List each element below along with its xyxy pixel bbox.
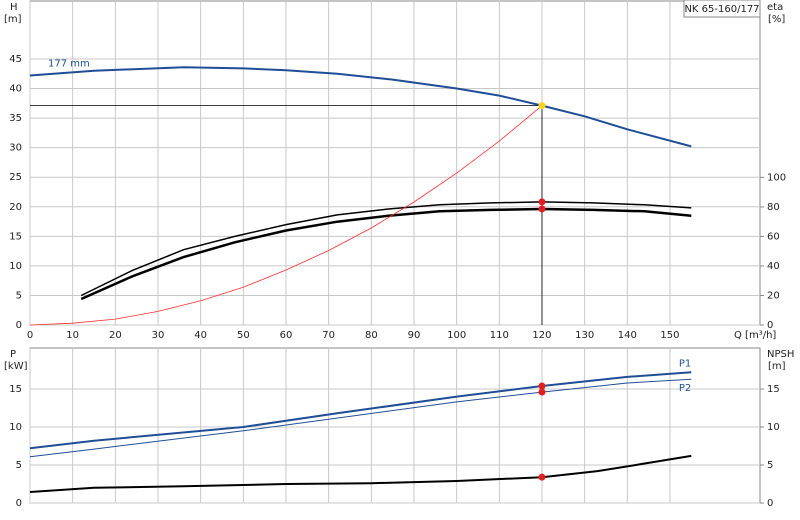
y2-tick-label: 10	[767, 422, 780, 433]
y2-tick-label: 0	[767, 320, 773, 331]
y2-tick-label: 20	[767, 290, 780, 301]
duty-point	[538, 473, 546, 481]
x-tick-label: 110	[490, 330, 509, 341]
y2-axis-label: NPSH	[767, 349, 794, 360]
series-line	[29, 454, 692, 493]
series-label: P1	[679, 358, 691, 369]
y-tick-label: 0	[16, 320, 22, 331]
x-tick-label: 130	[575, 330, 594, 341]
duty-point	[538, 205, 546, 213]
series-line	[80, 201, 692, 297]
duty-point	[538, 388, 546, 396]
y-tick-label: 15	[9, 231, 22, 242]
y-tick-label: 10	[9, 422, 22, 433]
x-tick-label: 120	[532, 330, 551, 341]
x-tick-label: 20	[109, 330, 122, 341]
y-tick-label: 30	[9, 143, 22, 154]
duty-point	[538, 102, 546, 110]
y2-tick-label: 40	[767, 261, 780, 272]
y-tick-label: 25	[9, 172, 22, 183]
y2-tick-label: 15	[767, 384, 780, 395]
y-tick-label: 40	[9, 84, 22, 95]
y2-tick-label: 100	[767, 172, 786, 183]
x-axis-label: Q [m³/h]	[734, 330, 776, 341]
duty-point	[538, 198, 546, 206]
y2-axis-label: eta	[767, 2, 783, 13]
y2-tick-label: 80	[767, 202, 780, 213]
y-tick-label: 20	[9, 202, 22, 213]
series-line	[29, 66, 692, 148]
x-tick-label: 150	[660, 330, 679, 341]
x-tick-label: 30	[152, 330, 165, 341]
y2-axis-unit: [m]	[768, 361, 786, 372]
title-box	[683, 0, 761, 18]
y-tick-label: 35	[9, 113, 22, 124]
y-tick-label: 45	[9, 54, 22, 65]
y-axis-unit: [kW]	[4, 361, 28, 372]
x-tick-label: 60	[280, 330, 293, 341]
series-line	[29, 378, 692, 458]
series-label: 177 mm	[48, 58, 90, 69]
y-axis-label: P	[10, 349, 16, 360]
y2-tick-label: 60	[767, 231, 780, 242]
x-tick-label: 0	[27, 330, 33, 341]
x-tick-label: 100	[447, 330, 466, 341]
plot-area	[29, 0, 761, 326]
y-tick-label: 15	[9, 384, 22, 395]
y-tick-label: 5	[16, 290, 22, 301]
x-tick-label: 50	[237, 330, 250, 341]
y-axis-label: H	[10, 2, 18, 13]
series-line	[80, 207, 692, 301]
y-axis-unit: [m]	[4, 14, 22, 25]
x-tick-label: 70	[322, 330, 335, 341]
series-line	[29, 105, 543, 326]
x-tick-label: 90	[408, 330, 421, 341]
y2-tick-label: 5	[767, 460, 773, 471]
x-tick-label: 40	[194, 330, 207, 341]
y-tick-label: 5	[16, 460, 22, 471]
duty-point	[538, 382, 546, 390]
series-label: P2	[679, 383, 691, 394]
chart-title: NK 65-160/177	[684, 4, 759, 15]
series-line	[29, 371, 692, 450]
plot-area	[29, 347, 761, 504]
x-tick-label: 10	[66, 330, 79, 341]
y-tick-label: 10	[9, 261, 22, 272]
x-tick-label: 140	[618, 330, 637, 341]
y-tick-label: 0	[16, 498, 22, 509]
x-tick-label: 80	[365, 330, 378, 341]
y2-tick-label: 0	[767, 498, 773, 509]
y2-axis-unit: [%]	[768, 14, 785, 25]
